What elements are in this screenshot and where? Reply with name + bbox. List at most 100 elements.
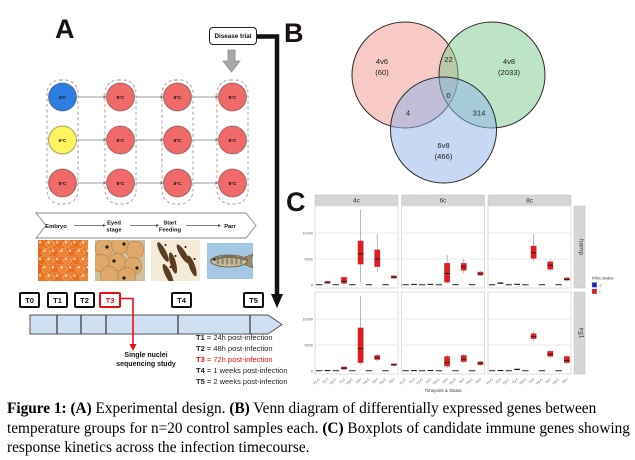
x-tick-label: T3-C [346,377,355,386]
x-tick-label: T4-I [545,377,552,384]
temp-circle-label: 6°C [59,138,67,143]
x-tick-label: T1-C [312,377,321,386]
x-axis-title: Timepoint & Status [425,388,463,393]
eyed-eggs-photo [95,240,145,281]
facet-panel [314,291,399,375]
stage-arrowhead-icon [103,223,106,228]
x-tick-label: T1-I [322,377,329,384]
facet-strip-label: 6c [440,197,448,204]
temp-circle-label: 8°C [117,181,125,186]
caption-text-part: (A) [70,400,92,417]
boxplot-box [563,356,570,363]
y-tick-label: 10000 [302,231,313,235]
facet-row-label: irg1 [578,328,585,339]
temp-circle-label: 8°C [174,95,182,100]
stage-arrowhead-icon [156,223,159,228]
venn-set-count: (466) [435,152,453,161]
single-nuclei-annotation: Single nuclei sequencing study [108,352,184,369]
y-tick-label: 10000 [302,317,313,321]
boxplot-box [530,333,537,339]
facet-panel [401,291,485,375]
caption-text-part: Boxplots of candidate immune genes showi… [7,419,630,457]
temp-column-outline [46,79,79,205]
x-tick-label: T2-I [511,377,518,384]
venn-set-name: 6v8 [437,141,449,150]
figure-caption: Figure 1: (A) Experimental design. (B) V… [7,399,630,458]
alevin-photo [151,240,200,281]
venn-set-count: (2033) [498,68,520,77]
temp-circle-label: 8°C [59,181,67,186]
temp-circle [106,168,135,198]
timepoint-legend-row: T1 = 24h post-infection [196,333,273,342]
timepoint-box-t4: T4 [171,292,192,308]
panel-b-label: B [284,18,304,48]
boxplot-box [357,327,364,363]
y-tick-label: 5000 [305,257,313,261]
boxplot-box [444,263,451,283]
temp-circle [218,168,247,198]
stage-arrowhead-icon [218,223,221,228]
boxplot-box [374,249,381,267]
venn-overlap-value: 314 [473,109,486,118]
x-tick-label: T4-C [535,377,544,386]
venn-set-name: 4v8 [503,57,515,66]
x-tick-label: T2-C [329,377,338,386]
facet-panel [401,205,485,289]
temp-circle-label: 4°C [59,95,67,100]
x-tick-label: T1-I [495,377,502,384]
t3-annotation-arrowhead-icon [129,344,137,351]
timepoint-legend: T1 = 24h post-infection T2 = 48h post-in… [196,333,288,388]
temp-column-outline [216,79,249,205]
salmon-eggs-photo [38,240,88,281]
panel-a-label: A [55,14,75,44]
x-tick-label: T4-I [372,377,379,384]
temp-circle [218,82,247,112]
legend-item-label: i [600,289,601,294]
facet-row-label: hamp [578,239,585,256]
boxplot-box [357,240,364,265]
caption-text-part: Venn diagram of differentially expressed… [7,400,597,437]
disease-trial-down-arrow-icon [222,49,241,73]
timepoint-box-t3-highlighted: T3 [99,292,121,308]
x-tick-label: T2-C [502,377,511,386]
x-tick-label: T3-C [519,377,528,386]
x-tick-label: T5-C [465,377,474,386]
timepoint-legend-row-highlighted: T3 = 72h post-infection [196,354,273,364]
boxplot-box [444,356,451,367]
timeline-bar [29,314,283,335]
boxplot-box [530,245,537,259]
boxplot-box [460,355,467,362]
timepoint-box-t1: T1 [47,292,68,308]
temp-circle [163,168,192,198]
facet-panel [487,205,572,289]
x-tick-label: T5-C [379,377,388,386]
x-tick-label: T2-I [425,377,432,384]
stage-label: Feeding [159,228,182,234]
facet-strip-top [314,194,399,206]
temp-circle-label: 8°C [117,95,125,100]
boxplot-box [477,271,484,276]
boxplot-box [341,277,347,284]
temp-flow-arrowhead-icon [103,138,107,142]
x-tick-label: T3-C [432,377,441,386]
facet-strip-label: 8c [526,197,534,204]
x-tick-label: T2-C [415,377,424,386]
temp-circle [163,125,192,155]
temp-circle [48,125,77,155]
stage-label: stage [106,228,122,234]
temp-circle-label: 8°C [117,138,125,143]
venn-overlap-value: 22 [444,55,452,64]
caption-text-part: (B) [229,400,250,417]
venn-circle-6v8 [390,76,497,184]
parr-photo [207,243,253,279]
disease-trial-box: Disease trial [209,27,257,45]
timepoint-box-t2: T2 [74,292,95,308]
facet-panel [314,205,399,289]
facet-strip-top [401,194,485,206]
boxplot-box [374,355,381,360]
temp-circle [218,125,247,155]
temp-circle-label: 8°C [229,181,237,186]
legend-item-label: c [600,283,602,288]
caption-text-part: (C) [322,419,344,437]
t3-annotation-connector [118,297,134,345]
